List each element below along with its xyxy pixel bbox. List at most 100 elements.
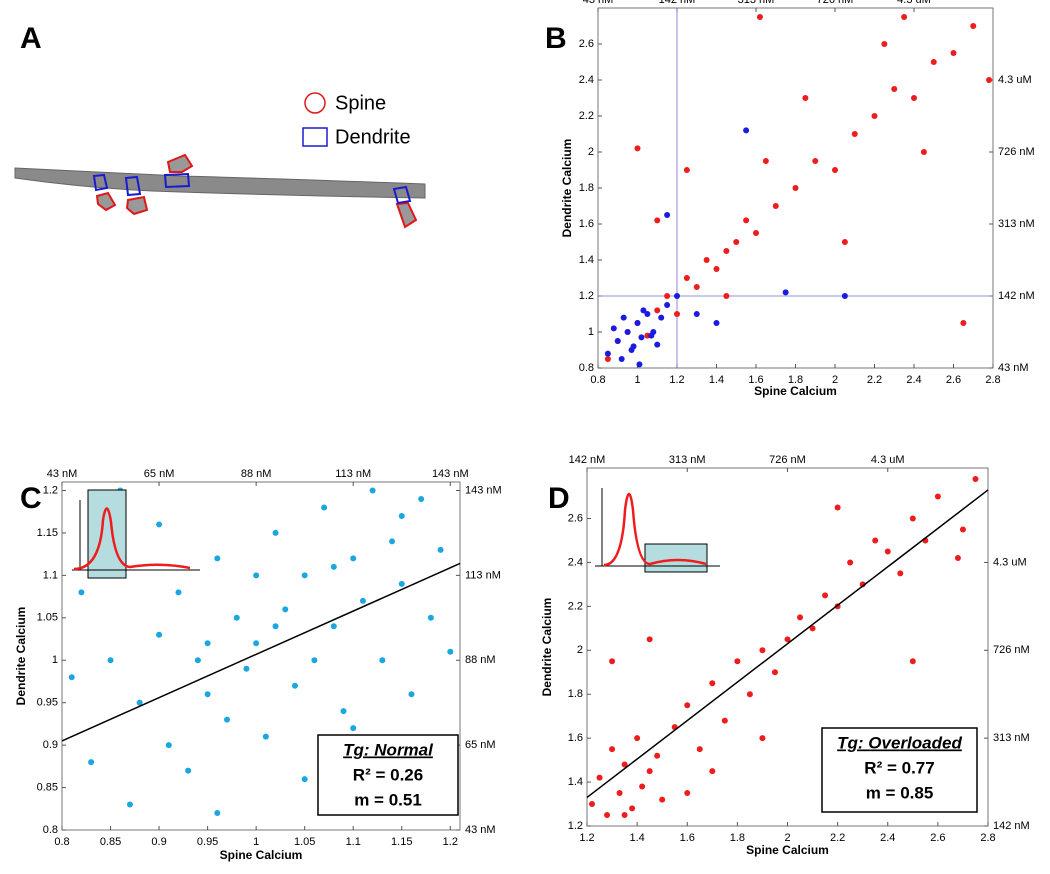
point: [934, 493, 941, 500]
point: [901, 14, 908, 20]
annotation-text: Tg: Normal: [343, 740, 434, 759]
y-tick-label: 1.6: [568, 732, 583, 744]
y-tick-label: 1.6: [579, 218, 594, 230]
top-tick-label: 143 nM: [432, 468, 469, 480]
y-tick-label: 1.1: [43, 569, 58, 581]
inset-curve: [73, 507, 191, 571]
point: [646, 636, 653, 643]
y-tick-label: 2: [577, 644, 583, 656]
point: [753, 230, 759, 236]
point: [723, 248, 730, 254]
y-tick-label: 0.8: [579, 362, 594, 374]
x-tick-label: 0.85: [100, 836, 121, 848]
y-tick-label: 2.4: [579, 74, 594, 86]
point: [909, 515, 916, 522]
x-tick-label: 1.8: [730, 832, 745, 844]
x-tick-label: 2.6: [946, 374, 961, 386]
point: [78, 589, 85, 596]
x-tick-label: 1.05: [294, 836, 315, 848]
y-tick-label: 2.2: [579, 110, 594, 122]
top-tick-label: 726 nM: [817, 0, 854, 6]
point: [782, 289, 789, 296]
x-tick-label: 0.8: [590, 374, 605, 386]
right-tick-label: 43 nM: [465, 824, 496, 836]
point: [909, 658, 916, 665]
right-tick-label: 313 nM: [993, 732, 1030, 744]
right-tick-label: 313 nM: [998, 218, 1035, 230]
point: [930, 59, 937, 65]
annotation-text: R² = 0.77: [864, 758, 934, 777]
right-tick-label: 4.3 uM: [993, 556, 1027, 568]
point: [616, 790, 623, 797]
point: [291, 682, 298, 689]
point: [674, 311, 680, 317]
point: [693, 311, 700, 317]
point: [897, 570, 904, 577]
y-tick-label: 0.95: [37, 697, 58, 709]
point: [621, 812, 628, 819]
point: [272, 529, 279, 536]
point: [408, 691, 415, 698]
point: [841, 239, 848, 245]
top-tick-label: 88 nM: [241, 468, 272, 480]
y-tick-label: 1.2: [579, 290, 594, 302]
point: [658, 314, 665, 321]
annotation-box: [821, 727, 978, 813]
inset-window: [644, 543, 708, 573]
point: [604, 350, 611, 357]
point: [620, 314, 627, 321]
y-tick-label: 1.2: [43, 484, 58, 496]
fit-line: [61, 562, 461, 742]
x-axis-label: Spine Calcium: [220, 848, 303, 862]
point: [644, 311, 651, 317]
point: [709, 680, 716, 687]
x-axis-label: Spine Calcium: [746, 843, 829, 857]
point: [243, 665, 250, 672]
point: [614, 338, 621, 344]
point: [674, 293, 680, 299]
x-tick-label: 0.8: [54, 836, 69, 848]
point: [847, 559, 854, 566]
point: [369, 487, 376, 494]
top-tick-label: 142 nM: [659, 0, 696, 6]
top-tick-label: 726 nM: [769, 454, 806, 466]
point: [891, 86, 898, 92]
point: [809, 625, 816, 632]
top-tick-label: 4.3 uM: [897, 0, 931, 6]
y-tick-label: 2: [588, 146, 594, 158]
point: [733, 239, 740, 245]
point: [654, 217, 661, 224]
x-tick-label: 2.8: [985, 374, 1000, 386]
point: [610, 325, 617, 332]
point: [301, 572, 308, 579]
point: [639, 783, 646, 790]
point: [759, 735, 766, 742]
point: [272, 623, 279, 630]
point: [713, 320, 720, 326]
point: [427, 614, 434, 621]
right-tick-label: 726 nM: [998, 146, 1035, 158]
y-tick-label: 1.4: [568, 776, 583, 788]
point: [832, 167, 838, 173]
point: [970, 23, 977, 29]
point: [721, 717, 728, 724]
point: [954, 555, 961, 562]
point: [696, 746, 703, 753]
legend-label: Dendrite: [335, 126, 411, 148]
y-tick-label: 1.05: [37, 612, 58, 624]
point: [684, 790, 691, 797]
point: [437, 546, 444, 553]
point: [262, 733, 269, 740]
top-tick-label: 313 nM: [738, 0, 775, 6]
point: [359, 597, 366, 604]
x-tick-label: 1: [634, 374, 640, 386]
right-tick-label: 43 nM: [998, 362, 1029, 374]
x-tick-label: 1.2: [669, 374, 684, 386]
annotation-box: [317, 734, 459, 816]
point: [693, 284, 700, 290]
legend-swatch: [304, 92, 326, 114]
panel-label: D: [548, 482, 570, 515]
point: [634, 320, 641, 326]
point: [621, 761, 628, 768]
point: [654, 341, 661, 348]
